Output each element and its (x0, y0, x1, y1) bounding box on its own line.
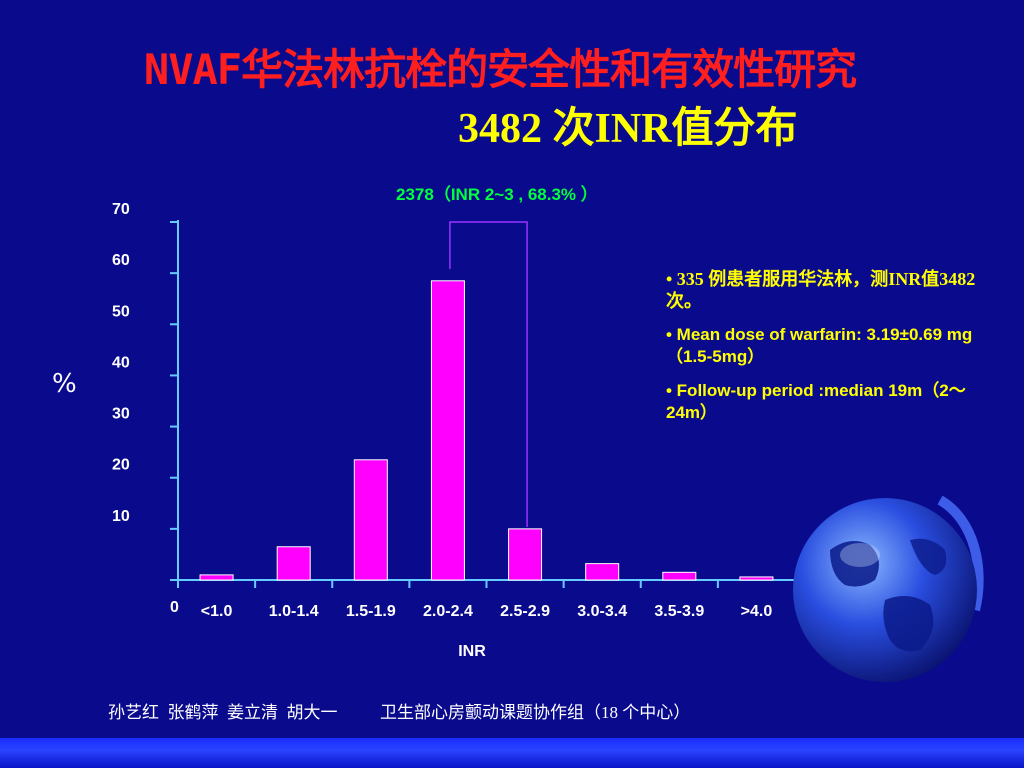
x-axis-title: INR (458, 643, 486, 660)
globe-icon (793, 495, 984, 682)
y-tick-label: 20 (112, 457, 130, 474)
bar (276, 546, 311, 581)
bar (585, 563, 620, 581)
inr-bar-chart: 0 10 20 30 40 50 60 70 <1.0 1.0-1.4 1.5-1.9 2.0-2.4… (52, 201, 796, 660)
bar (199, 574, 234, 581)
y-axis-title: % (52, 369, 77, 399)
note-follow-up: • Follow-up period :median 19m（2～24m） (666, 381, 966, 422)
authors-footer: 孙艺红 张鹤萍 姜立清 胡大一 卫生部心房颤动课题协作组（18 个中心） (108, 703, 691, 722)
slide-subtitle: 3482 次INR值分布 (458, 106, 798, 152)
x-tick-label: 1.5-1.9 (346, 603, 396, 620)
annotation-bracket (449, 221, 528, 527)
x-tick-label: <1.0 (201, 603, 233, 620)
x-tick-label: 3.5-3.9 (654, 603, 704, 620)
bottom-bar (0, 738, 1024, 768)
y-tick-label: 40 (112, 354, 130, 371)
x-tick-label: >4.0 (741, 603, 773, 620)
bar (739, 576, 774, 581)
bar (662, 571, 697, 581)
notes-list: • 335 例患者服用华法林，测INR值3482 次。 • Mean dose … (666, 268, 986, 436)
y-tick-label: 0 (170, 599, 179, 616)
chart-annotation: 2378（INR 2~3 , 68.3% ） (396, 185, 598, 204)
bar (508, 528, 543, 581)
y-tick-label: 30 (112, 406, 130, 423)
x-tick-label: 2.0-2.4 (423, 603, 473, 620)
x-tick-label: 3.0-3.4 (577, 603, 627, 620)
y-tick-label: 50 (112, 303, 130, 320)
bar (430, 280, 465, 581)
note-patients: • 335 例患者服用华法林，测INR值3482 次。 (666, 269, 976, 311)
y-tick-label: 10 (112, 508, 130, 525)
bar (353, 459, 388, 581)
x-tick-label: 2.5-2.9 (500, 603, 550, 620)
slide-title: NVAF华法林抗栓的安全性和有效性研究 (143, 45, 857, 94)
y-tick-label: 60 (112, 252, 130, 269)
y-tick-label: 70 (112, 201, 130, 218)
x-tick-label: 1.0-1.4 (269, 603, 319, 620)
note-mean-dose: • Mean dose of warfarin: 3.19±0.69 mg（1.… (666, 325, 973, 366)
